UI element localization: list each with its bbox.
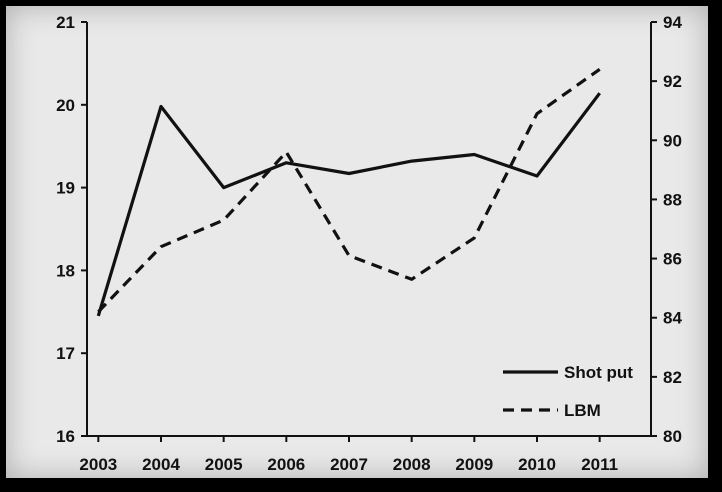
left-tick-label: 17 [56,344,75,363]
chart-paper [6,6,708,478]
right-tick-label: 82 [663,368,682,387]
left-tick-label: 16 [56,427,75,446]
legend-label: LBM [564,401,601,420]
series-line-shot-put [96,92,601,317]
x-tick-label: 2008 [393,455,431,474]
left-tick-label: 19 [56,179,75,198]
right-tick-label: 88 [663,190,682,209]
left-tick-label: 20 [56,96,75,115]
series-line-lbm [97,67,601,313]
x-tick-label: 2006 [267,455,305,474]
x-tick-label: 2004 [142,455,180,474]
right-tick-label: 80 [663,427,682,446]
right-tick-label: 86 [663,250,682,269]
left-tick-label: 21 [56,13,75,32]
right-tick-label: 94 [663,13,682,32]
axes [81,21,657,442]
legend: Shot put LBM [503,363,633,420]
x-tick-label: 2007 [330,455,368,474]
x-tick-label: 2011 [581,455,618,474]
tick-labels: 16 17 18 19 20 21 80 82 84 86 88 90 92 94 2003 2004 2005… [56,13,682,474]
right-tick-label: 92 [663,72,682,91]
x-tick-label: 2009 [455,455,493,474]
x-tick-label: 2005 [205,455,243,474]
right-tick-label: 84 [663,309,682,328]
legend-label: Shot put [564,363,633,382]
series-lines [96,67,601,317]
right-tick-label: 90 [663,131,682,150]
x-tick-label: 2010 [518,455,556,474]
left-tick-label: 18 [56,261,75,280]
x-tick-label: 2003 [79,455,117,474]
